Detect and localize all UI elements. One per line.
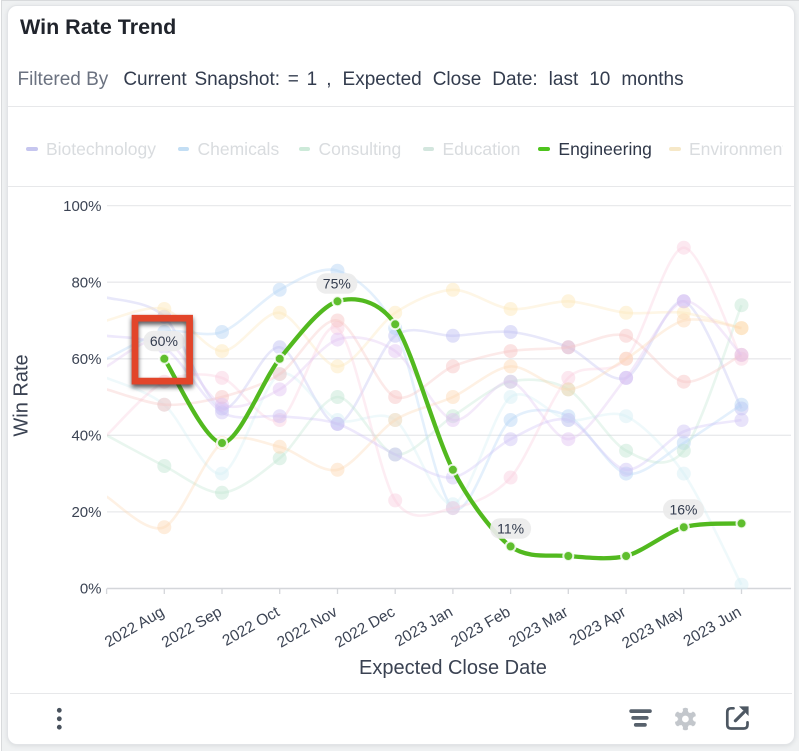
svg-text:2022 Sep: 2022 Sep — [159, 604, 225, 652]
svg-text:40%: 40% — [71, 428, 101, 445]
svg-text:2023 Jun: 2023 Jun — [681, 604, 745, 651]
svg-text:11%: 11% — [497, 520, 524, 536]
svg-text:2022 Nov: 2022 Nov — [274, 603, 340, 651]
svg-text:0%: 0% — [80, 581, 102, 598]
svg-text:2022 Aug: 2022 Aug — [102, 604, 167, 651]
svg-text:2023 Feb: 2023 Feb — [448, 604, 513, 651]
svg-text:2023 Jan: 2023 Jan — [392, 604, 456, 651]
svg-text:Expected Close Date: Expected Close Date — [359, 657, 547, 679]
svg-text:75%: 75% — [323, 275, 351, 291]
svg-text:2023 Apr: 2023 Apr — [567, 604, 629, 650]
svg-text:2022 Oct: 2022 Oct — [220, 603, 284, 650]
svg-text:60%: 60% — [71, 351, 101, 368]
svg-text:20%: 20% — [71, 504, 101, 521]
svg-text:Win Rate: Win Rate — [11, 354, 33, 436]
svg-text:80%: 80% — [71, 274, 101, 291]
svg-text:16%: 16% — [669, 501, 697, 517]
svg-text:2023 Mar: 2023 Mar — [506, 604, 571, 651]
svg-text:2022 Dec: 2022 Dec — [332, 603, 398, 651]
svg-text:100%: 100% — [63, 198, 101, 215]
svg-text:60%: 60% — [150, 333, 178, 349]
svg-text:2023 May: 2023 May — [619, 603, 687, 652]
